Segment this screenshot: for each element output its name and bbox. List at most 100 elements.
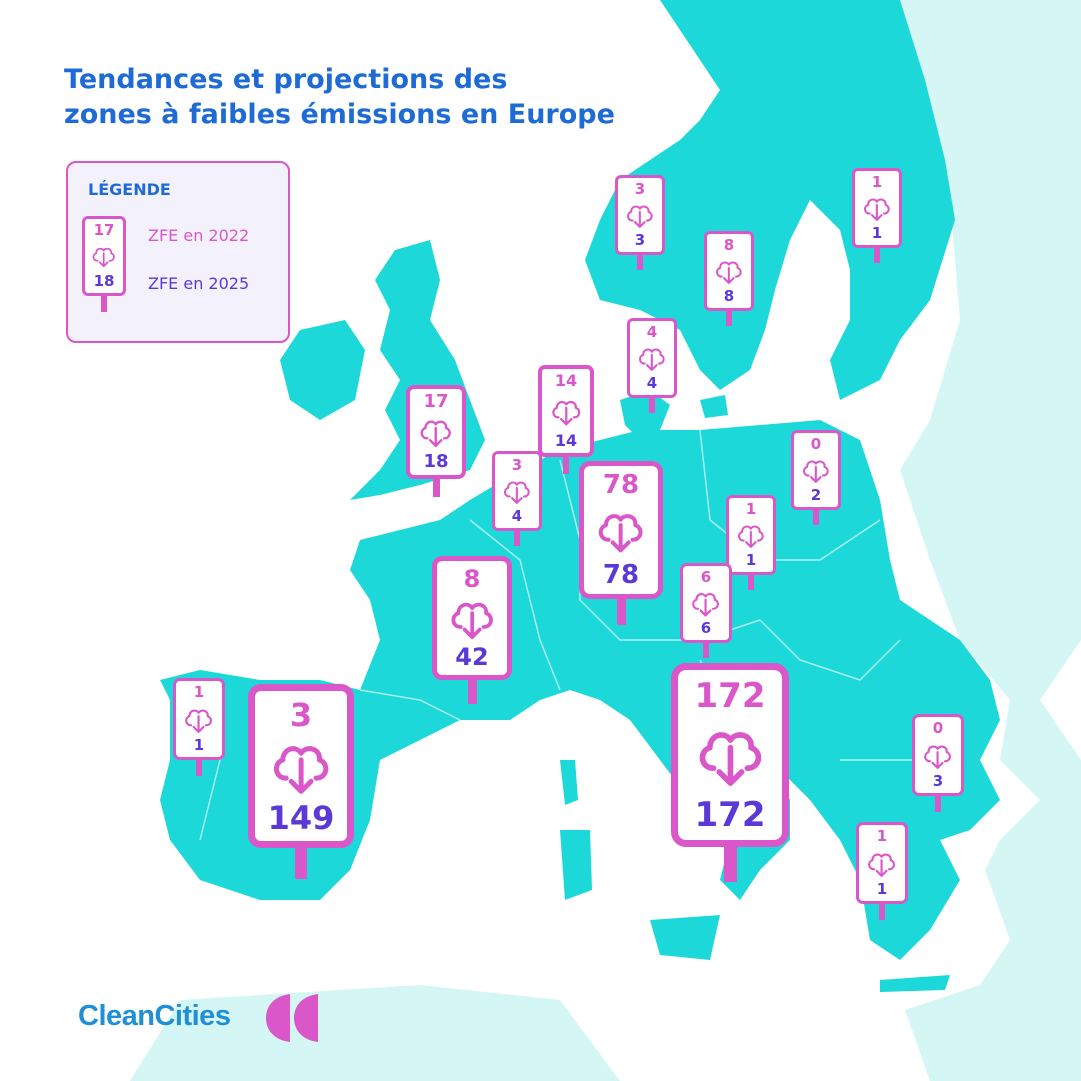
- sign-germany-post: [616, 599, 626, 625]
- sign-finland-value-2022: 1: [871, 172, 883, 191]
- legend-label-2022: ZFE en 2022: [148, 226, 250, 245]
- land-crete: [880, 975, 950, 992]
- cloud-download-icon: [639, 348, 665, 371]
- cloud-download-icon: [738, 525, 764, 548]
- sign-denmark-value-2025: 4: [646, 374, 658, 393]
- sign-greece-value-2022: 1: [876, 826, 888, 845]
- cloud-download-icon: [716, 261, 742, 284]
- sign-sweden-value-2025: 8: [723, 287, 735, 306]
- map-title-line-1: Tendances et projections des: [64, 64, 508, 95]
- map-title-line-2: zones à faibles émissions en Europe: [64, 99, 615, 130]
- sign-finland-value-2025: 1: [871, 224, 883, 243]
- sign-norway-post: [637, 255, 643, 270]
- sign-norway-value-2025: 3: [634, 231, 646, 250]
- land-ireland: [280, 320, 365, 420]
- sign-bulgaria-value-2022: 0: [932, 718, 944, 737]
- sign-netherlands-value-2022: 14: [554, 371, 578, 391]
- cloud-download-icon: [699, 732, 761, 786]
- cloud-download-icon: [692, 592, 720, 617]
- cloud-download-icon: [451, 602, 493, 639]
- land-corsica: [560, 760, 578, 805]
- sign-czechia-value-2025: 1: [745, 551, 757, 570]
- quote-mark-logo-icon: [266, 994, 318, 1042]
- cloud-download-icon: [552, 400, 580, 426]
- cloud-download-icon: [504, 481, 530, 504]
- sign-denmark-value-2022: 4: [646, 322, 658, 341]
- sign-greece-post: [879, 904, 885, 920]
- sign-portugal-post: [196, 760, 202, 776]
- sign-germany-value-2025: 78: [602, 559, 640, 590]
- legend-label-2025: ZFE en 2025: [148, 274, 250, 293]
- land-sardinia: [560, 830, 592, 900]
- land-scandinavia: [585, 0, 955, 400]
- land-baltic-islands: [700, 395, 728, 418]
- cloud-download-icon: [803, 460, 829, 483]
- map-title: Tendances et projections des zones à fai…: [64, 62, 615, 132]
- land-denmark: [620, 390, 670, 440]
- sign-germany: 78 78: [579, 461, 663, 625]
- legend: LÉGENDE 17 18 ZFE en 2022 ZFE en 2025: [66, 161, 290, 343]
- sign-italy-post: [723, 847, 737, 882]
- sign-bulgaria-post: [935, 796, 941, 812]
- sign-greece-value-2025: 1: [876, 880, 888, 899]
- legend-sign-post: [101, 296, 107, 312]
- cloud-download-icon: [864, 198, 890, 221]
- logo-text: CleanCities: [78, 1000, 231, 1032]
- cloud-download-icon: [868, 853, 896, 877]
- sign-sweden-value-2022: 8: [723, 235, 735, 254]
- sign-denmark-post: [649, 398, 655, 413]
- cloud-download-icon: [273, 745, 329, 794]
- sign-spain-post: [295, 848, 307, 879]
- cloud-download-icon: [92, 247, 116, 268]
- sign-portugal-value-2025: 1: [193, 736, 205, 755]
- sign-czechia-post: [748, 575, 754, 590]
- sign-italy-value-2025: 172: [694, 794, 766, 835]
- sign-belgium-value-2025: 4: [511, 507, 523, 526]
- sign-bulgaria-value-2025: 3: [932, 772, 944, 791]
- sign-sweden-post: [726, 311, 732, 326]
- sign-germany-value-2022: 78: [602, 470, 640, 501]
- sign-portugal-value-2022: 1: [193, 682, 205, 701]
- sign-france: 8 42: [432, 556, 512, 704]
- sign-united-kingdom: 17 18: [406, 385, 466, 497]
- land-continent: [160, 420, 1000, 960]
- sign-austria-value-2022: 6: [700, 567, 712, 586]
- sign-france-value-2025: 42: [455, 643, 489, 672]
- cloud-download-icon: [627, 205, 653, 228]
- sign-poland-post: [813, 510, 819, 525]
- land-outside-eu: [900, 0, 1081, 1081]
- legend-sign: 17 18: [82, 216, 126, 312]
- sign-netherlands: 14 14: [538, 365, 594, 474]
- sign-united-kingdom-value-2022: 17: [423, 391, 449, 413]
- sign-austria-post: [703, 643, 709, 658]
- sign-norway-value-2022: 3: [634, 179, 646, 198]
- cloud-download-icon: [599, 513, 643, 552]
- sign-spain-value-2022: 3: [289, 695, 313, 734]
- sign-belgium-post: [514, 531, 520, 546]
- sign-spain-value-2025: 149: [267, 798, 335, 837]
- sign-netherlands-post: [563, 457, 569, 474]
- sign-belgium-value-2022: 3: [511, 455, 523, 474]
- land-outside-north-africa: [130, 985, 620, 1081]
- legend-sign-value-2025: 18: [93, 272, 115, 291]
- legend-sign-value-2022: 17: [93, 220, 115, 239]
- sign-united-kingdom-value-2025: 18: [423, 450, 449, 472]
- sign-poland-value-2025: 2: [810, 486, 822, 505]
- cloud-download-icon: [185, 709, 213, 733]
- land-eu: [160, 0, 1000, 992]
- sign-italy: 172 172: [671, 663, 789, 882]
- sign-finland-post: [874, 248, 880, 263]
- sign-italy-value-2022: 172: [694, 675, 766, 716]
- cloud-download-icon: [420, 420, 452, 448]
- sign-france-value-2022: 8: [463, 564, 481, 593]
